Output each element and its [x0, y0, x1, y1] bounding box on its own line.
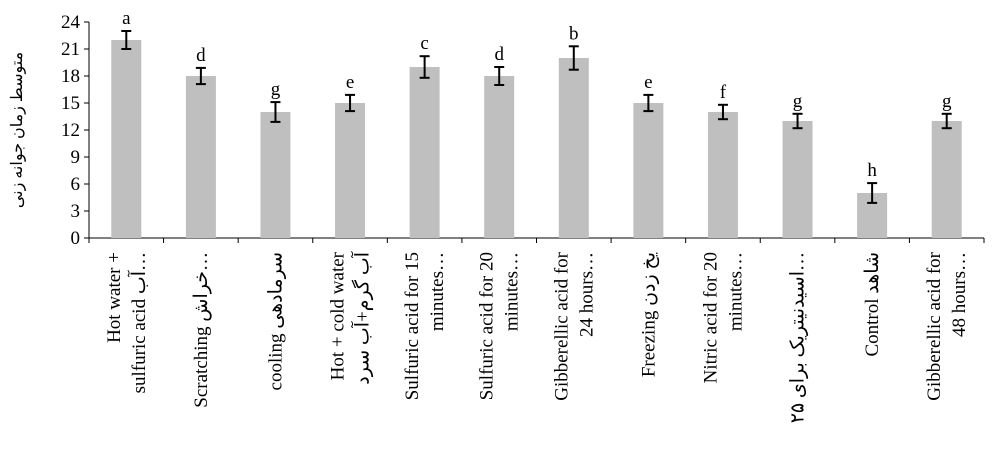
- category-label: Hot + cold water آب گرم+آب سرد: [328, 251, 374, 384]
- category-label-line: minutes…: [427, 252, 448, 331]
- bar: [185, 76, 216, 238]
- significance-letter: d: [494, 44, 504, 65]
- category-label-line: Hot water +: [104, 252, 125, 343]
- category-label: Gibberellic acid for 24 hours…: [551, 251, 597, 400]
- category-label: Sulfuric acid for 20 minutes…: [477, 252, 523, 400]
- bar: [558, 58, 589, 238]
- category-label-line: 48 hours…: [949, 252, 970, 337]
- bar: [111, 40, 142, 238]
- category-label: cooling سرمادهی: [265, 252, 286, 390]
- significance-letter: c: [420, 33, 428, 54]
- category-label-line: cooling سرمادهی: [265, 252, 286, 390]
- bar: [260, 112, 291, 238]
- bar: [707, 112, 738, 238]
- category-label: Scratching خراش…: [191, 252, 212, 408]
- category-label-line: sulfuric acid آب…: [127, 252, 150, 393]
- category-label-line: minutes…: [502, 252, 523, 331]
- bar: [335, 103, 366, 238]
- category-label: اسیدنیتریک برای ۲۵…: [788, 252, 809, 423]
- category-label-line: Freezing یخ زدن: [638, 252, 659, 377]
- category-label: Nitric acid for 20 minutes…: [700, 252, 746, 383]
- significance-letter: a: [122, 8, 131, 29]
- significance-letter: e: [346, 72, 354, 93]
- y-tick-label: 6: [71, 174, 81, 195]
- significance-letter: h: [867, 160, 877, 181]
- significance-letter: g: [271, 79, 281, 100]
- category-label-line: Gibberellic acid for: [551, 251, 572, 400]
- y-axis-title: متوسط زمان جوانه زنی: [9, 52, 26, 208]
- x-axis: [88, 237, 985, 243]
- bar: [484, 76, 515, 238]
- bar: [782, 121, 813, 238]
- significance-letter: b: [569, 23, 579, 44]
- y-tick-label: 9: [71, 147, 81, 168]
- significance-letter: f: [720, 82, 727, 103]
- category-label: Hot water + sulfuric acid آب…: [104, 252, 150, 393]
- category-label-line: Scratching خراش…: [191, 252, 212, 408]
- category-label-line: Nitric acid for 20: [700, 252, 721, 383]
- category-label: Freezing یخ زدن: [638, 252, 659, 377]
- category-label-line: 24 hours…: [576, 252, 597, 337]
- significance-letter: g: [793, 91, 803, 112]
- significance-letter: d: [196, 45, 206, 66]
- category-label-line: Sulfuric acid for 15: [402, 252, 423, 400]
- category-label: Gibberellic acid for 48 hours…: [924, 251, 970, 400]
- category-label-line: minutes…: [725, 252, 746, 331]
- y-axis: 0 3 6 9 12 15 18 21 24: [61, 12, 90, 249]
- y-tick-label: 21: [61, 39, 80, 60]
- y-tick-label: 0: [71, 228, 81, 249]
- y-tick-label: 18: [61, 66, 80, 87]
- category-label-line: آب گرم+آب سرد: [351, 251, 374, 384]
- y-tick-label: 24: [61, 12, 81, 33]
- category-label-line: Control شاهد: [862, 252, 883, 357]
- category-labels: Hot water + sulfuric acid آب… Scratching خ…: [104, 251, 970, 423]
- category-label-line: Sulfuric acid for 20: [477, 252, 498, 400]
- category-label-line: اسیدنیتریک برای ۲۵…: [788, 252, 809, 423]
- y-tick-label: 15: [61, 93, 80, 114]
- category-label: Sulfuric acid for 15 minutes…: [402, 252, 448, 400]
- bar: [409, 67, 440, 238]
- y-tick-label: 12: [61, 120, 80, 141]
- category-label-line: Gibberellic acid for: [924, 251, 945, 400]
- significance-letter: g: [942, 91, 952, 112]
- bar: [931, 121, 962, 238]
- bar: [633, 103, 664, 238]
- bars: [111, 40, 962, 238]
- category-label: Control شاهد: [862, 252, 883, 357]
- error-bars: [121, 30, 952, 204]
- y-axis-title-text: متوسط زمان جوانه زنی: [9, 52, 26, 208]
- y-tick-label: 3: [71, 201, 81, 222]
- significance-letter: e: [644, 72, 652, 93]
- category-label-line: Hot + cold water: [328, 251, 349, 380]
- significance-letters: a d g e c d b e f g h g: [122, 8, 952, 181]
